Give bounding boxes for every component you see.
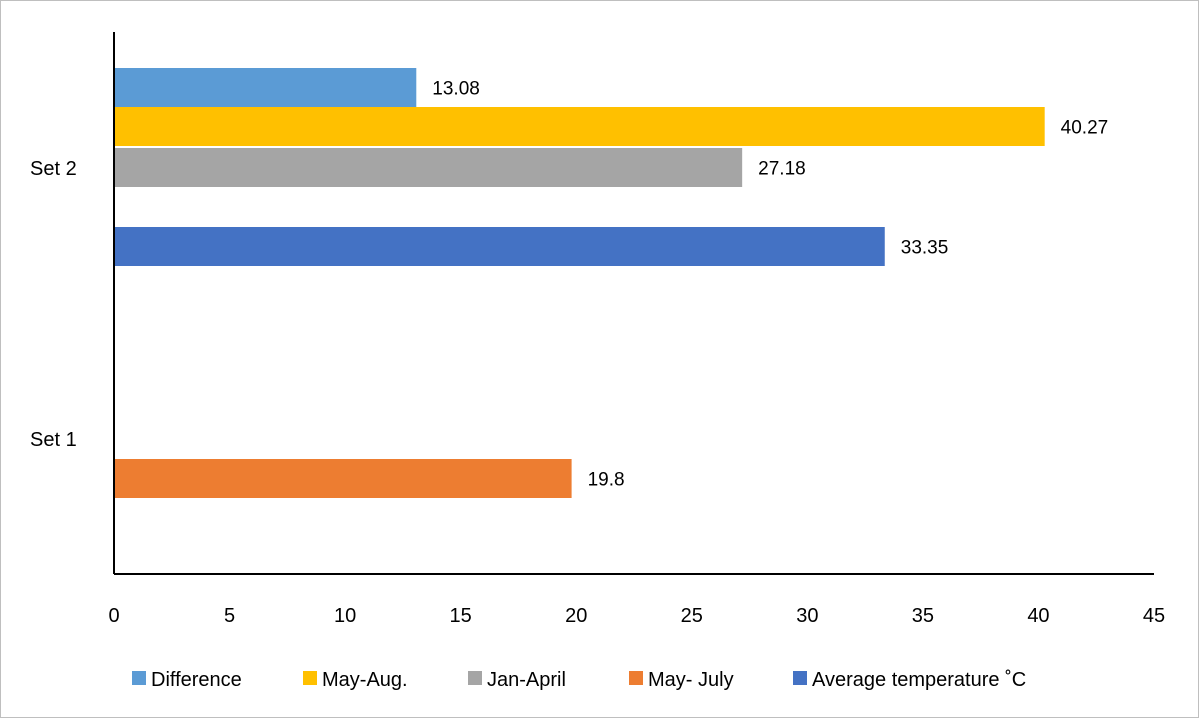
x-tick-label: 30 <box>796 605 818 627</box>
data-label: 40.27 <box>1061 118 1109 139</box>
x-tick-label: 45 <box>1143 605 1165 627</box>
bar-may-aug--set-2 <box>114 107 1045 146</box>
data-label: 13.08 <box>432 79 480 100</box>
x-tick-label: 0 <box>108 605 119 627</box>
bar-may-july-set-1 <box>114 459 572 498</box>
x-tick-label: 25 <box>681 605 703 627</box>
legend-label: Difference <box>151 669 242 691</box>
x-tick-label: 35 <box>912 605 934 627</box>
legend-swatch <box>303 671 317 685</box>
bar-average-temperature-c-set-2 <box>114 227 885 266</box>
legend-label: May-Aug. <box>322 669 408 691</box>
x-tick-label: 15 <box>450 605 472 627</box>
legend-swatch <box>132 671 146 685</box>
data-label: 33.35 <box>901 238 949 259</box>
legend-swatch <box>629 671 643 685</box>
legend-swatch <box>468 671 482 685</box>
category-label: Set 2 <box>30 158 77 180</box>
bar-difference-set-2 <box>114 68 417 107</box>
x-tick-label: 20 <box>565 605 587 627</box>
x-tick-label: 5 <box>224 605 235 627</box>
bar-jan-april-set-2 <box>114 148 743 187</box>
x-tick-label: 10 <box>334 605 356 627</box>
legend-label: Average temperature ˚C <box>812 669 1026 691</box>
legend-label: Jan-April <box>487 669 566 691</box>
data-label: 27.18 <box>758 159 806 180</box>
legend-swatch <box>793 671 807 685</box>
x-tick-label: 40 <box>1027 605 1049 627</box>
category-label: Set 1 <box>30 429 77 451</box>
data-label: 19.8 <box>588 470 625 491</box>
legend-label: May- July <box>648 669 734 691</box>
